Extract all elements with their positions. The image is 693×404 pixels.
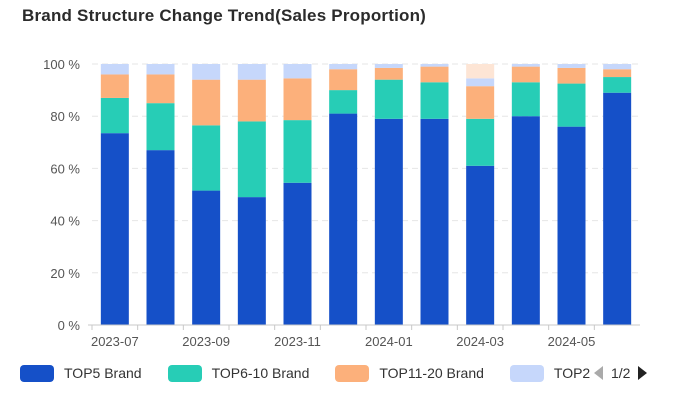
- bar-segment: [283, 78, 312, 121]
- bar-segment: [237, 197, 266, 325]
- bar-segment: [603, 92, 632, 326]
- bar-segment: [237, 79, 266, 122]
- x-tick-label: 2024-01: [365, 334, 413, 349]
- y-tick-label: 20 %: [50, 266, 80, 281]
- bar-segment: [557, 64, 586, 68]
- legend-swatch-top6-10: [167, 364, 202, 382]
- chart-title: Brand Structure Change Trend(Sales Propo…: [22, 6, 427, 25]
- bar-segment: [329, 69, 358, 91]
- bar-segment: [420, 118, 449, 325]
- bar-segment: [374, 79, 403, 119]
- y-tick-label: 80 %: [50, 109, 80, 124]
- bar-segment: [237, 121, 266, 198]
- bar-segment: [283, 64, 312, 79]
- legend-page-indicator: 1/2: [611, 365, 631, 381]
- bar-segment: [420, 66, 449, 83]
- bar-segment: [420, 82, 449, 119]
- legend-swatch-top21-50: [509, 364, 544, 382]
- bar-segment: [466, 118, 495, 166]
- bar-segment: [283, 182, 312, 325]
- bar-segment: [100, 133, 129, 325]
- legend-items: TOP5 Brand TOP6-10 Brand TOP11-20 Brand …: [20, 364, 590, 382]
- bar-segment: [557, 67, 586, 84]
- bar-segment: [192, 64, 221, 80]
- bar-segment: [100, 97, 129, 134]
- bar-segment: [329, 64, 358, 70]
- legend-next-page-icon[interactable]: [638, 366, 648, 380]
- bar-segment: [237, 64, 266, 80]
- chart-legend: TOP5 Brand TOP6-10 Brand TOP11-20 Brand …: [20, 360, 680, 386]
- bar-segment: [283, 120, 312, 183]
- bar-segment: [466, 165, 495, 325]
- legend-item-top5[interactable]: TOP5 Brand: [20, 364, 142, 382]
- bar-segment: [374, 67, 403, 80]
- bar-segment: [192, 125, 221, 191]
- legend-swatch-top11-20: [335, 364, 370, 382]
- x-tick-label: 2023-11: [274, 334, 321, 349]
- x-tick-label: 2024-03: [456, 334, 504, 349]
- bar-segment: [603, 77, 632, 93]
- bar-segment: [374, 118, 403, 325]
- x-tick-label: 2023-09: [182, 334, 230, 349]
- bar-segment: [329, 113, 358, 325]
- bar-segment: [466, 64, 495, 79]
- legend-label-top5: TOP5 Brand: [64, 365, 142, 381]
- bar-segment: [511, 82, 540, 117]
- bar-segment: [146, 74, 175, 104]
- bar-segment: [466, 86, 495, 119]
- bar-segment: [603, 64, 632, 70]
- bar-segment: [100, 74, 129, 98]
- legend-prev-page-icon[interactable]: [594, 366, 603, 380]
- bar-segment: [466, 78, 495, 87]
- bar-segment: [511, 66, 540, 83]
- bar-segment: [511, 64, 540, 67]
- bar-segment: [146, 64, 175, 75]
- bar-segment: [557, 126, 586, 325]
- bar-segment: [329, 90, 358, 114]
- bar-segment: [100, 64, 129, 75]
- legend-label-top6-10: TOP6-10 Brand: [211, 365, 310, 381]
- y-tick-label: 100 %: [43, 57, 80, 72]
- x-tick-label: 2024-05: [548, 334, 596, 349]
- legend-swatch-top5: [20, 364, 54, 382]
- bar-segment: [603, 69, 632, 78]
- bar-segment: [511, 116, 540, 325]
- y-tick-label: 0 %: [58, 318, 81, 333]
- bar-segment: [557, 83, 586, 127]
- bar-segment: [192, 190, 221, 325]
- legend-label-top11-20: TOP11-20 Brand: [379, 365, 484, 381]
- legend-pager: 1/2: [594, 365, 648, 381]
- legend-item-top11-20[interactable]: TOP11-20 Brand: [335, 364, 484, 382]
- bar-segment: [192, 79, 221, 126]
- bar-segment: [420, 64, 449, 67]
- bar-segment: [374, 64, 403, 68]
- x-tick-label: 2023-07: [91, 334, 139, 349]
- y-tick-label: 60 %: [50, 161, 80, 176]
- bar-segment: [146, 103, 175, 151]
- y-tick-label: 40 %: [50, 214, 80, 229]
- bar-segment: [146, 150, 175, 325]
- legend-item-top6-10[interactable]: TOP6-10 Brand: [167, 364, 310, 382]
